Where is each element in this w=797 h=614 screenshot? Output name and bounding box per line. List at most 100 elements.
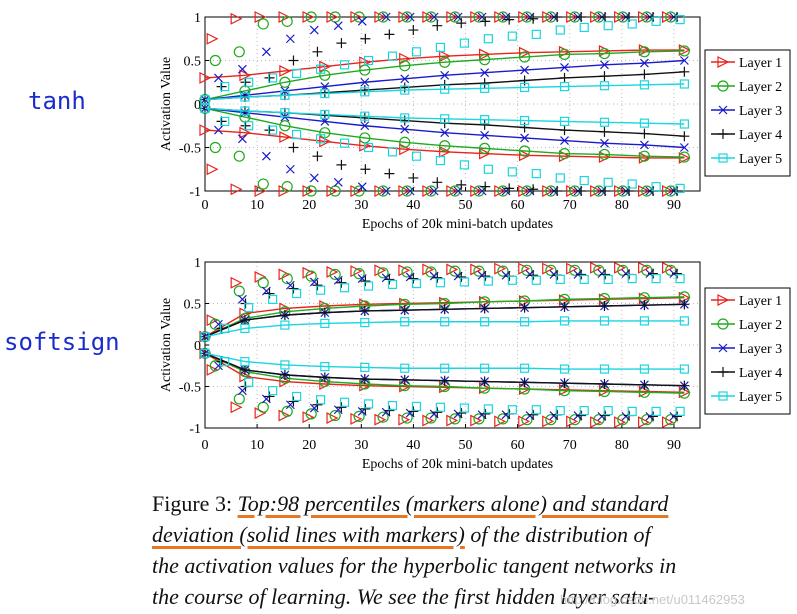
caption-prefix: Figure 3: — [152, 491, 238, 516]
tanh-label: tanh — [28, 87, 86, 115]
p98-marker — [357, 182, 367, 192]
p98-marker — [590, 185, 603, 197]
p98-marker — [494, 415, 507, 428]
p98-marker — [363, 142, 374, 153]
std-marker — [519, 317, 530, 327]
p98-marker — [617, 264, 629, 276]
p98-marker — [350, 412, 363, 425]
p98-marker — [483, 164, 493, 174]
x-tick-label: 50 — [459, 198, 473, 213]
p98-marker — [401, 266, 413, 278]
std-marker — [279, 64, 292, 77]
std-marker — [599, 117, 610, 127]
std-marker — [479, 54, 491, 66]
std-marker — [479, 48, 491, 61]
p98-marker — [614, 11, 626, 23]
p98-marker — [237, 134, 247, 144]
p98-marker — [350, 265, 363, 278]
std-marker — [200, 95, 210, 105]
p98-marker — [288, 142, 299, 153]
std-marker — [400, 74, 410, 84]
p98-marker — [422, 185, 435, 197]
p98-marker — [312, 399, 323, 410]
p98-marker — [411, 278, 422, 289]
p98-marker — [353, 11, 365, 23]
legend-label: Layer 5 — [739, 390, 782, 405]
std-marker — [599, 316, 610, 326]
p98-marker — [528, 270, 539, 281]
p98-marker — [237, 64, 247, 74]
p98-marker — [483, 404, 493, 414]
p98-marker — [494, 11, 507, 23]
p98-marker — [360, 403, 371, 414]
std-marker — [359, 112, 370, 123]
x-tick-label: 50 — [459, 438, 473, 453]
p98-marker — [507, 275, 517, 285]
p98-marker — [507, 405, 517, 415]
p98-marker — [555, 25, 565, 35]
std-marker — [559, 364, 570, 374]
std-marker — [519, 302, 530, 313]
p98-marker — [220, 116, 230, 127]
p98-marker — [600, 186, 611, 196]
std-line-layer-5 — [204, 83, 685, 101]
x-axis-label: Epochs of 20k mini-batch updates — [362, 457, 553, 472]
p98-marker — [435, 42, 446, 53]
p98-marker — [326, 412, 339, 425]
p98-marker — [292, 391, 302, 402]
p98-marker — [425, 185, 437, 197]
std-marker — [480, 130, 490, 140]
p98-marker — [576, 269, 587, 280]
std-marker — [439, 140, 451, 152]
p98-marker — [456, 408, 467, 419]
std-marker — [200, 332, 210, 342]
std-marker — [279, 369, 290, 380]
x-tick-label: 80 — [615, 438, 629, 453]
p98-marker — [309, 25, 319, 35]
std-marker — [280, 90, 290, 100]
p98-marker — [206, 163, 219, 176]
p98-marker — [374, 413, 387, 426]
p98-marker — [244, 303, 254, 313]
std-line-layer-5 — [204, 107, 685, 125]
caption-underlined-1: Top:98 percentiles (markers alone) and s… — [237, 491, 669, 516]
std-marker — [440, 128, 450, 138]
p98-marker — [353, 268, 365, 280]
std-marker — [518, 145, 531, 157]
p98-marker — [268, 386, 278, 396]
p98-marker — [528, 409, 539, 420]
p98-marker — [244, 377, 254, 387]
std-line-layer-2 — [204, 50, 685, 101]
std-marker — [519, 363, 530, 373]
std-marker — [360, 87, 370, 97]
p98-marker — [261, 151, 271, 161]
std-marker — [559, 301, 570, 312]
std-marker — [199, 71, 212, 84]
std-marker — [360, 362, 370, 373]
p98-marker — [220, 81, 230, 92]
std-marker — [519, 82, 530, 93]
p98-marker — [384, 168, 395, 179]
p98-marker — [288, 283, 299, 294]
p98-marker — [233, 285, 245, 297]
std-marker — [279, 310, 290, 321]
p98-marker — [387, 400, 398, 411]
x-tick-label: 60 — [511, 438, 525, 453]
y-tick-label: -1 — [189, 422, 201, 437]
p98-marker — [268, 125, 278, 135]
std-marker — [240, 323, 250, 333]
p98-marker — [381, 186, 391, 196]
p98-marker — [661, 261, 674, 274]
p98-marker — [398, 11, 411, 23]
p98-marker — [209, 141, 221, 154]
p98-marker — [339, 138, 350, 148]
legend-label: Layer 3 — [739, 342, 782, 357]
p98-marker — [555, 274, 565, 285]
std-marker — [319, 307, 330, 318]
std-marker — [320, 88, 330, 99]
std-marker — [479, 119, 490, 130]
p98-marker — [384, 274, 395, 285]
p98-marker — [675, 183, 685, 193]
std-marker — [638, 46, 651, 58]
std-line-layer-1 — [204, 129, 685, 159]
